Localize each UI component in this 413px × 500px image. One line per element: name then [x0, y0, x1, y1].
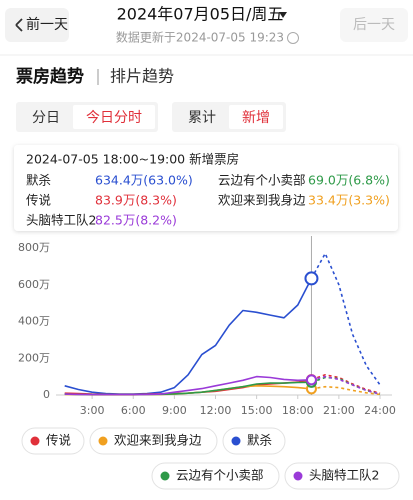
legend-label[interactable]: 默杀 — [247, 433, 272, 448]
tooltip-name: 头脑特工队2 — [26, 213, 96, 228]
toggle-option[interactable]: 累计 — [188, 110, 216, 126]
legend-dot[interactable] — [160, 471, 170, 481]
x-tick-label: 6:00 — [121, 404, 146, 417]
toggle-selected[interactable] — [73, 105, 155, 129]
series-line-dashed — [310, 252, 381, 386]
info-icon[interactable] — [287, 32, 299, 44]
legend-item[interactable] — [89, 427, 218, 455]
tooltip-value: 83.9万(8.3%) — [95, 193, 177, 208]
tooltip-box — [14, 145, 398, 231]
legend-item[interactable] — [21, 427, 85, 455]
tooltip-name: 默杀 — [26, 173, 51, 188]
series-line-dashed — [311, 376, 381, 395]
legend-item[interactable] — [222, 427, 286, 455]
dropdown-icon[interactable] — [279, 12, 287, 18]
series-line-dashed — [311, 374, 381, 394]
y-tick-label: 800万 — [18, 241, 50, 254]
legend-dot[interactable] — [30, 436, 40, 446]
tooltip-value: 69.0万(6.8%) — [308, 173, 390, 188]
y-tick-label: 400万 — [18, 315, 50, 328]
y-tick-label: 200万 — [18, 351, 50, 364]
legend-label[interactable]: 欢迎来到我身边 — [114, 433, 202, 448]
series-line-solid — [64, 375, 312, 396]
legend-item[interactable] — [151, 462, 280, 490]
toggle-option[interactable]: 分日 — [32, 110, 60, 126]
y-tick-label: 600万 — [18, 278, 50, 291]
toggle-selected[interactable] — [229, 105, 283, 129]
legend-label[interactable]: 头脑特工队2 — [309, 468, 379, 483]
x-tick-label: 24:00 — [364, 404, 396, 417]
x-tick-label: 21:00 — [323, 404, 355, 417]
prev-icon — [15, 18, 23, 32]
toggle-option-selected[interactable]: 新增 — [242, 110, 270, 126]
legend-item[interactable] — [284, 462, 400, 490]
legend-dot[interactable] — [293, 471, 303, 481]
tooltip-value: 634.4万(63.0%) — [95, 173, 193, 188]
series-line-solid — [64, 278, 313, 395]
legend-dot[interactable] — [231, 436, 241, 446]
date-title[interactable]: 2024年07月05日/周五 — [117, 5, 284, 24]
tab-active[interactable]: 票房趋势 — [16, 66, 84, 87]
prev-label[interactable]: 前一天 — [26, 16, 68, 33]
legend-label[interactable]: 传说 — [46, 433, 71, 448]
x-tick-label: 18:00 — [282, 404, 314, 417]
prev-button[interactable] — [5, 8, 69, 42]
legend-dot[interactable] — [98, 436, 108, 446]
next-button[interactable] — [340, 8, 408, 42]
tooltip-value: 33.4万(3.3%) — [308, 193, 390, 208]
tooltip-name: 云边有个小卖部 — [218, 173, 306, 188]
tab[interactable]: 排片趋势 — [110, 67, 174, 86]
legend-label[interactable]: 云边有个小卖部 — [176, 468, 264, 483]
tooltip-name: 传说 — [26, 193, 51, 208]
update-time: 数据更新于2024-07-05 19:23 — [116, 30, 284, 45]
x-tick-label: 15:00 — [241, 404, 273, 417]
highlight-point — [304, 271, 319, 286]
toggle-option-selected[interactable]: 今日分时 — [86, 110, 142, 126]
tooltip-header: 2024-07-05 18:00~19:00 新增票房 — [26, 152, 239, 167]
x-tick-label: 9:00 — [162, 404, 187, 417]
next-label[interactable]: 后一天 — [353, 17, 395, 33]
x-tick-label: 12:00 — [200, 404, 232, 417]
y-tick-label: 0 — [43, 388, 50, 401]
x-tick-label: 3:00 — [80, 404, 105, 417]
tooltip-name: 欢迎来到我身边 — [218, 193, 306, 208]
tooltip-value: 82.5万(8.2%) — [95, 213, 177, 228]
highlight-point — [305, 374, 317, 386]
series-line-dashed — [311, 375, 381, 395]
